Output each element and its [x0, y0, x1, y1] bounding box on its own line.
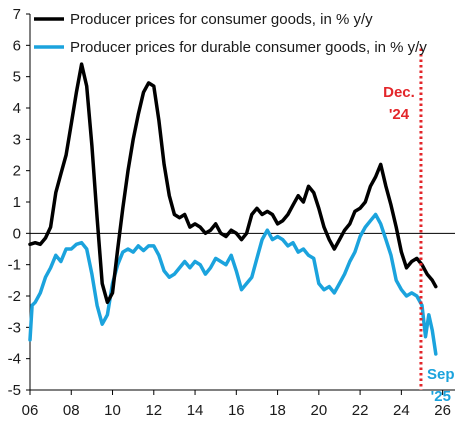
y-tick-label: 3: [13, 131, 21, 148]
y-tick-label: 5: [13, 69, 21, 86]
x-tick-label: 22: [352, 402, 369, 419]
dec-24-label-year: '24: [389, 106, 410, 123]
y-tick-label: 1: [13, 194, 21, 211]
dec-24-label: Dec.: [383, 84, 415, 101]
legend: Producer prices for consumer goods, in %…: [34, 11, 427, 56]
x-tick-label: 20: [310, 402, 327, 419]
x-tick-label: 14: [187, 402, 204, 419]
series-line-durable-consumer-goods: [28, 212, 438, 356]
x-tick-label: 08: [63, 402, 80, 419]
y-tick-label: -2: [8, 288, 21, 305]
y-tick-label: 2: [13, 163, 21, 180]
x-tick-label: 16: [228, 402, 245, 419]
y-ticks: -5 -4 -3 -2 -1 0 1 2 3 4 5 6 7: [8, 6, 30, 399]
x-tick-label: 18: [269, 402, 286, 419]
sep-25-label-year: '25: [431, 388, 451, 405]
y-tick-label: -1: [8, 257, 21, 274]
y-tick-label: 4: [13, 100, 21, 117]
legend-label-durable-consumer-goods: Producer prices for durable consumer goo…: [70, 39, 427, 56]
y-tick-label: -4: [8, 351, 21, 368]
y-tick-label: 6: [13, 37, 21, 54]
sep-25-label: Sep: [427, 366, 455, 383]
y-tick-label: 7: [13, 6, 21, 23]
y-tick-label: -3: [8, 319, 21, 336]
x-ticks: 06 08 10 12 14 16 18 20 22 24 26: [22, 390, 451, 419]
x-tick-label: 06: [22, 402, 39, 419]
x-tick-label: 10: [104, 402, 121, 419]
x-tick-label: 26: [434, 402, 451, 419]
y-tick-label: 0: [13, 225, 21, 242]
series-line-consumer-goods: [28, 62, 438, 305]
legend-label-consumer-goods: Producer prices for consumer goods, in %…: [70, 11, 373, 28]
x-tick-label: 24: [393, 402, 410, 419]
series-layer: [28, 62, 438, 356]
y-tick-label: -5: [8, 382, 21, 399]
x-tick-label: 12: [145, 402, 162, 419]
